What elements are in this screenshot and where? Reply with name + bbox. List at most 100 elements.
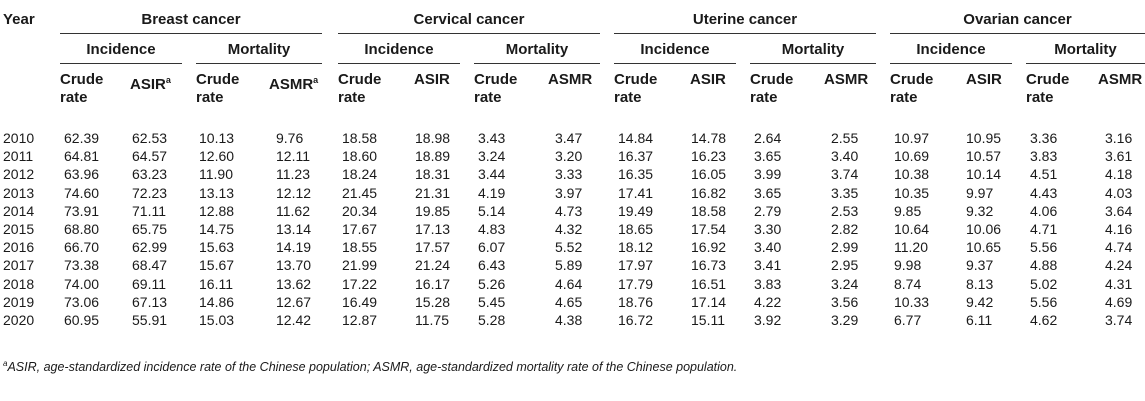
table-cell: 19.49 (618, 202, 654, 219)
table-cell: 16.37 (618, 148, 654, 165)
table-cell: 5.56 (1030, 239, 1058, 256)
table-cell: 69.11 (132, 275, 166, 292)
col-header-crude-rate: Crude rate (474, 71, 518, 106)
table-cell: 4.22 (754, 293, 782, 310)
table-cell: 5.89 (555, 257, 583, 274)
table-cell: 64.57 (132, 148, 168, 165)
year-cell: 2019 (3, 293, 35, 310)
table-cell: 18.24 (342, 166, 378, 183)
table-cell: 4.31 (1105, 275, 1133, 292)
table-cell: 2.99 (831, 239, 859, 256)
col-header-asir: ASIR (414, 71, 450, 88)
col-header-asmr: ASMR (548, 71, 593, 88)
table-cell: 17.79 (618, 275, 654, 292)
table-cell: 3.56 (831, 293, 859, 310)
table-cell: 5.28 (478, 312, 506, 328)
table-cell: 3.92 (754, 312, 782, 328)
year-cell: 2011 (3, 148, 34, 165)
table-cell: 17.57 (415, 239, 451, 256)
year-cell: 2018 (3, 275, 35, 292)
table-cell: 3.30 (754, 221, 782, 237)
table-cell: 4.73 (555, 202, 583, 219)
table-cell: 9.76 (276, 130, 304, 146)
table-cell: 18.76 (618, 293, 654, 310)
table-cell: 4.03 (1105, 184, 1133, 201)
footnote: aASIR, age-standardized incidence rate o… (3, 359, 738, 374)
table-cell: 8.13 (966, 275, 994, 292)
col-header-crude-rate: Crude rate (1026, 71, 1070, 106)
table-cell: 16.72 (618, 312, 654, 328)
col-header-asmr: ASMR (1098, 71, 1143, 88)
year-cell: 2012 (3, 166, 35, 183)
table-cell: 12.87 (342, 312, 378, 328)
col-header-asmr: ASMR (824, 71, 869, 88)
table-cell: 2.95 (831, 257, 859, 274)
table-cell: 74.60 (64, 184, 100, 201)
table-cell: 17.14 (691, 293, 727, 310)
subheader-mortality: Mortality (227, 41, 291, 58)
subheader-mortality: Mortality (505, 41, 569, 58)
table-cell: 16.05 (691, 166, 727, 183)
table-cell: 5.26 (478, 275, 506, 292)
table-cell: 15.11 (691, 312, 725, 328)
table-cell: 9.32 (966, 202, 994, 219)
table-cell: 21.45 (342, 184, 378, 201)
table-cell: 13.14 (276, 221, 312, 237)
table-cell: 10.65 (966, 239, 1002, 256)
year-cell: 2015 (3, 221, 35, 237)
table-cell: 14.84 (618, 130, 654, 146)
table-cell: 6.07 (478, 239, 506, 256)
table-cell: 3.40 (831, 148, 859, 165)
table-cell: 10.33 (894, 293, 930, 310)
table-cell: 3.35 (831, 184, 859, 201)
table-cell: 3.74 (831, 166, 859, 183)
table-cell: 21.31 (415, 184, 451, 201)
table-cell: 63.23 (132, 166, 168, 183)
col-header-asir: ASIR (690, 71, 726, 88)
table-cell: 4.19 (478, 184, 506, 201)
table-cell: 4.32 (555, 221, 583, 237)
table-cell: 15.28 (415, 293, 451, 310)
subheader-incidence: Incidence (86, 41, 156, 58)
table-cell: 6.11 (966, 312, 993, 328)
table-cell: 18.98 (415, 130, 451, 146)
table-cell: 18.58 (342, 130, 378, 146)
table-cell: 10.57 (966, 148, 1002, 165)
table-cell: 66.70 (64, 239, 100, 256)
table-cell: 72.23 (132, 184, 168, 201)
table-cell: 9.37 (966, 257, 994, 274)
table-cell: 3.36 (1030, 130, 1058, 146)
year-header: Year (3, 11, 35, 28)
table-cell: 3.16 (1105, 130, 1133, 146)
table-cell: 10.64 (894, 221, 930, 237)
table-cell: 4.65 (555, 293, 583, 310)
table-cell: 16.92 (691, 239, 727, 256)
table-cell: 3.83 (1030, 148, 1058, 165)
table-cell: 13.70 (276, 257, 312, 274)
table-cell: 16.17 (415, 275, 451, 292)
table-cell: 4.83 (478, 221, 506, 237)
table-cell: 6.43 (478, 257, 506, 274)
table-cell: 3.41 (754, 257, 782, 274)
table-cell: 73.91 (64, 202, 100, 219)
table-cell: 64.81 (64, 148, 100, 165)
col-header-asmr: ASMRa (269, 75, 319, 93)
table-cell: 9.42 (966, 293, 994, 310)
table-cell: 10.38 (894, 166, 930, 183)
subheader-incidence: Incidence (916, 41, 986, 58)
rule-sub (750, 63, 876, 64)
table-cell: 12.42 (276, 312, 312, 328)
subheader-incidence: Incidence (364, 41, 434, 58)
table-cell: 4.64 (555, 275, 583, 292)
table-cell: 4.38 (555, 312, 583, 328)
table-cell: 10.13 (199, 130, 235, 146)
table-cell: 18.55 (342, 239, 378, 256)
subheader-incidence: Incidence (640, 41, 710, 58)
rule-sub (196, 63, 322, 64)
table-cell: 16.73 (691, 257, 727, 274)
table-cell: 14.78 (691, 130, 727, 146)
year-cell: 2010 (3, 130, 35, 146)
table-cell: 68.80 (64, 221, 100, 237)
table-cell: 12.12 (276, 184, 312, 201)
table-cell: 16.49 (342, 293, 378, 310)
